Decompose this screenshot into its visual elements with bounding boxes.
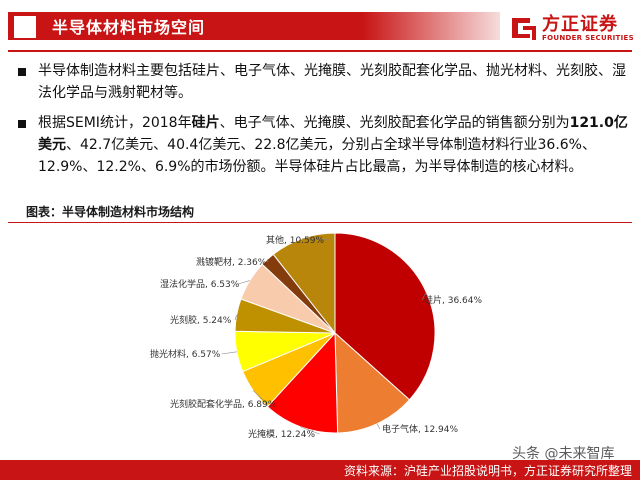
- leader-line: [234, 314, 237, 321]
- leader-line: [302, 238, 332, 241]
- watermark: 头条 @未来智库: [512, 446, 615, 462]
- slice-label: 硅片, 36.64%: [424, 294, 482, 306]
- leader-line: [252, 390, 268, 405]
- chart-caption: 图表：半导体制造材料市场结构: [26, 205, 195, 219]
- founder-logo-icon: [512, 18, 536, 40]
- brand-logo: 方正证券 FOUNDER SECURITIES: [508, 10, 634, 50]
- slice-label: 光掩模, 12.24%: [248, 428, 315, 440]
- caption-divider: [8, 222, 632, 223]
- slice-label: 湿法化学品, 6.53%: [160, 278, 240, 290]
- title-marker-square: [14, 16, 36, 38]
- slice-label: 其他, 10.59%: [266, 234, 324, 246]
- pie-chart: 硅片, 36.64% 电子气体, 12.94% 光掩模, 12.24% 光刻胶配套化学…: [150, 232, 482, 440]
- footer-bar: [0, 460, 640, 480]
- slice-label: 电子气体, 12.94%: [382, 423, 458, 435]
- bullet-marker: [18, 68, 26, 76]
- body-text: 根据SEMI统计，2018年: [38, 115, 192, 131]
- body-text: 、42.7亿美元、40.4亿美元、22.8亿美元，分别占全球半导体制造材料行业3…: [38, 137, 596, 175]
- bullet-text-2: 根据SEMI统计，2018年硅片、电子气体、光掩膜、光刻胶配套化学品的销售额分别…: [38, 112, 628, 178]
- slice-label: 光刻胶配套化学品, 6.89%: [170, 398, 277, 410]
- title-bar: [8, 12, 500, 40]
- bullet-text-1: 半导体制造材料主要包括硅片、电子气体、光掩膜、光刻胶配套化学品、抛光材料、光刻胶…: [38, 63, 626, 101]
- pie-slice: [334, 331, 411, 434]
- slice-label: 抛光材料, 6.57%: [150, 348, 221, 360]
- page-title: 半导体材料市场空间: [52, 18, 206, 37]
- leader-line: [376, 423, 381, 430]
- source-note: 资料来源：沪硅产业招股说明书，方正证券研究所整理: [343, 464, 632, 478]
- slice-label: 溅镀靶材, 2.36%: [196, 256, 267, 268]
- emphasis-text: 硅片: [191, 115, 220, 131]
- leader-line: [421, 292, 427, 301]
- bullet-marker: [18, 120, 26, 128]
- body-text: 、电子气体、光掩膜、光刻胶配套化学品的销售额分别为: [219, 115, 570, 131]
- emphasis-text: 121.0亿美元: [38, 115, 628, 153]
- header-divider: [8, 50, 632, 52]
- logo-text-en: FOUNDER SECURITIES: [542, 34, 634, 42]
- leader-line: [237, 280, 250, 285]
- pie-slice: [272, 232, 336, 335]
- slice-label: 光刻胶, 5.24%: [170, 314, 232, 326]
- leader-line: [299, 426, 320, 435]
- leader-line: [221, 351, 237, 355]
- logo-text-cn: 方正证券: [542, 14, 618, 35]
